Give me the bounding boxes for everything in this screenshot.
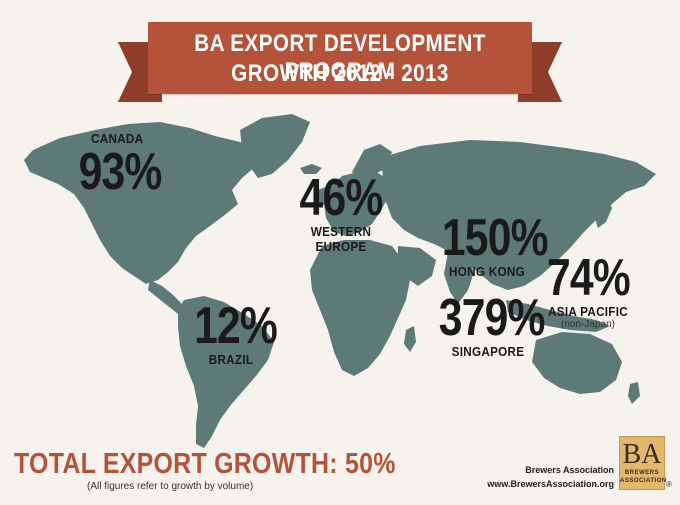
europe-landmass <box>324 172 390 236</box>
logo-line-2: ASSOCIATION <box>620 478 667 484</box>
asia-pacific-label: ASIA PACIFIC <box>548 304 628 319</box>
stat-brazil: 12% BRAZIL <box>186 297 278 367</box>
credit-block: Brewers Association www.BrewersAssociati… <box>487 463 614 491</box>
canada-label: CANADA <box>91 131 144 146</box>
logo-letters: BA <box>622 439 662 470</box>
logo-line-1: BREWERS <box>624 470 660 476</box>
new-zealand-landmass <box>628 382 640 404</box>
volume-note: (All figures refer to growth by volume) <box>87 481 254 492</box>
asia-pacific-value: 74% <box>547 249 631 307</box>
north-america-landmass <box>24 122 262 284</box>
central-america-landmass <box>148 280 186 314</box>
singapore-value: 379% <box>438 289 546 347</box>
madagascar-landmass <box>404 326 416 352</box>
brazil-value: 12% <box>194 297 278 355</box>
title-banner: BA EXPORT DEVELOPMENT PROGRAM GROWTH 201… <box>148 22 532 94</box>
brewers-association-logo: BA BREWERS ASSOCIATION <box>619 436 667 490</box>
stat-canada: CANADA 93% <box>70 131 166 198</box>
australia-landmass <box>532 332 622 394</box>
british-isles-landmass <box>316 186 330 206</box>
hong-kong-value: 150% <box>441 209 549 267</box>
credit-name: Brewers Association <box>525 465 614 475</box>
japan-landmass <box>594 196 612 228</box>
stat-asia-pacific: 74% ASIA PACIFIC (non-Japan) <box>538 252 638 330</box>
hong-kong-label: HONG KONG <box>449 264 525 279</box>
title-line-1: BA EXPORT DEVELOPMENT PROGRAM <box>194 30 486 85</box>
asia-landmass <box>380 140 656 290</box>
stat-western-europe: 46% WESTERN EUROPE <box>286 172 396 254</box>
africa-landmass <box>310 240 410 376</box>
western-europe-label: WESTERN EUROPE <box>310 224 372 254</box>
total-export-growth: TOTAL EXPORT GROWTH: 50% <box>14 448 396 480</box>
canada-value: 93% <box>78 143 163 201</box>
arabia-landmass <box>398 246 436 286</box>
greenland-landmass <box>240 114 310 178</box>
stat-singapore: 379% SINGAPORE <box>428 292 548 359</box>
title-line-2: GROWTH 2012 - 2013 <box>231 60 449 87</box>
registered-mark: ® <box>666 480 672 489</box>
singapore-label: SINGAPORE <box>451 344 525 359</box>
credit-url[interactable]: www.BrewersAssociation.org <box>487 479 614 489</box>
stat-hong-kong: 150% HONG KONG <box>432 209 549 279</box>
western-europe-value: 46% <box>299 169 384 227</box>
brazil-label: BRAZIL <box>208 352 254 367</box>
south-america-landmass <box>178 296 274 448</box>
asia-pacific-sublabel: (non-Japan) <box>561 319 615 330</box>
southeast-asia-islands <box>506 300 610 332</box>
india-landmass <box>444 252 474 304</box>
iceland-landmass <box>300 164 322 174</box>
